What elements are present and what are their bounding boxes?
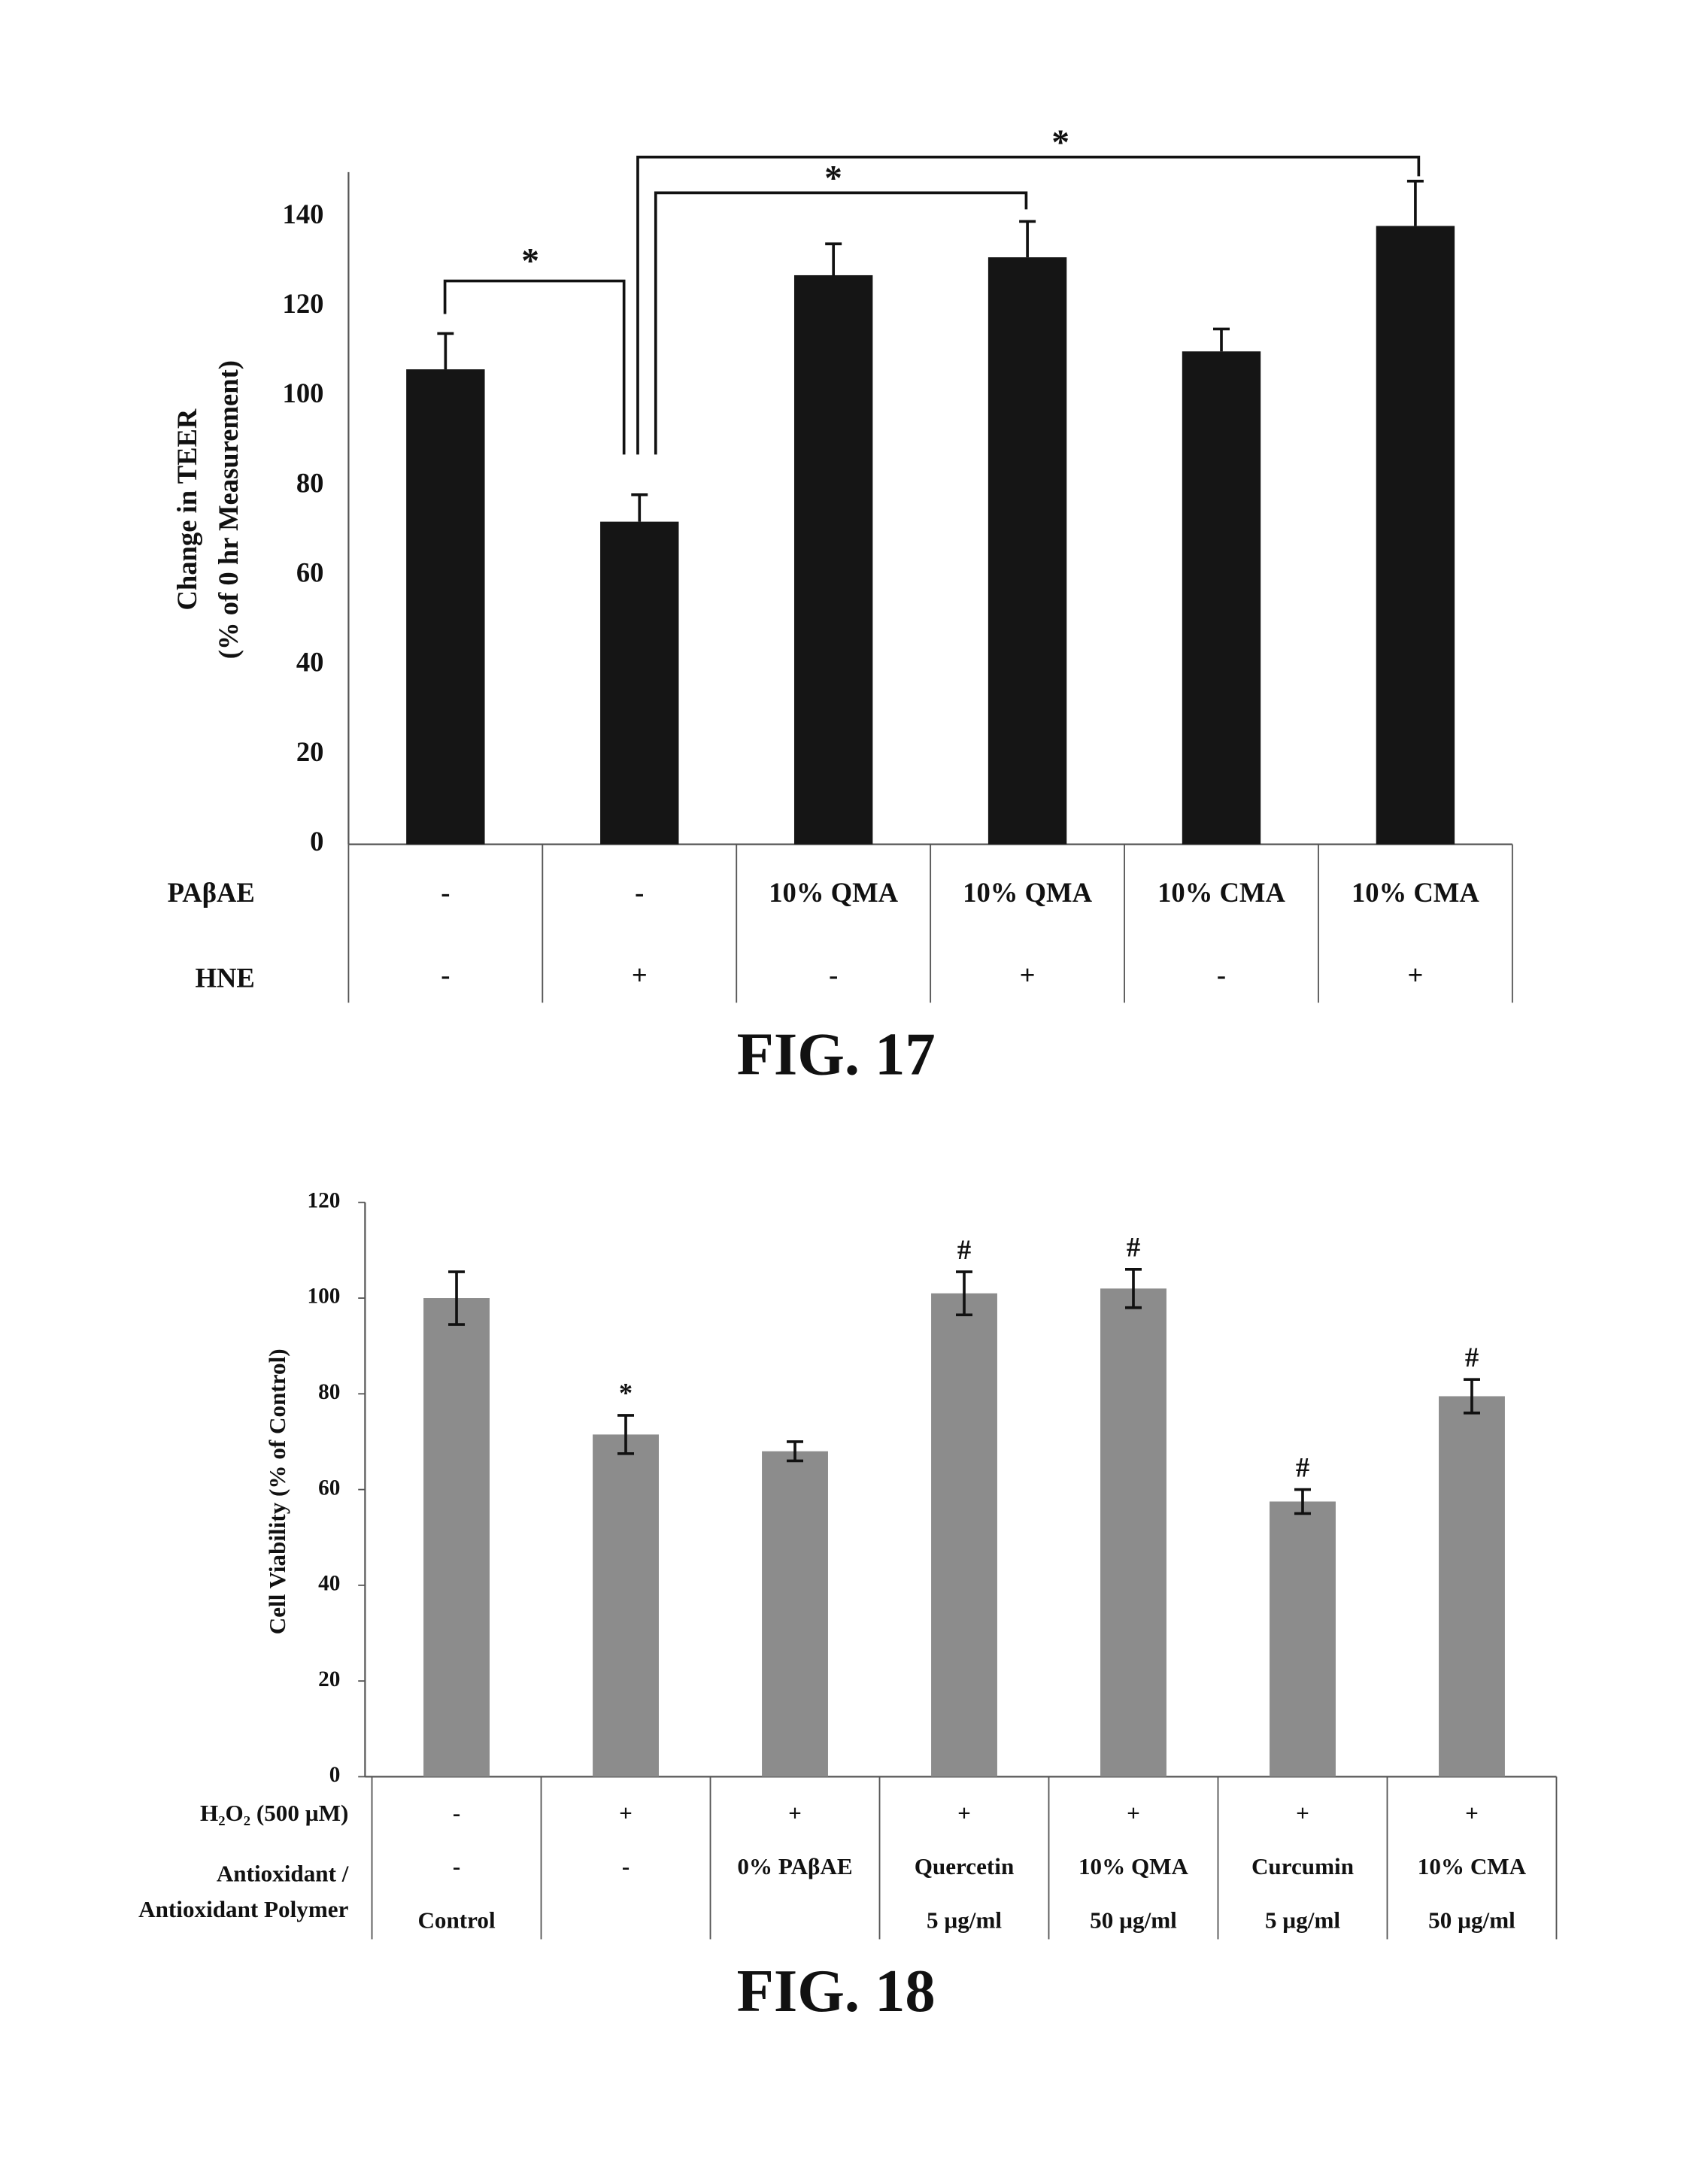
bar (1439, 1396, 1505, 1776)
category-label: 50 µg/ml (1090, 1907, 1177, 1934)
category-label: + (1407, 960, 1423, 990)
category-label: + (957, 1800, 971, 1826)
category-label: 10% CMA (1157, 877, 1285, 908)
category-label: Curcumin (1251, 1853, 1354, 1879)
error-bar (1213, 329, 1230, 351)
bar (1376, 226, 1455, 844)
category-label: - (453, 1800, 460, 1826)
y-tick-label: 80 (296, 467, 324, 498)
y-tick-label: 0 (310, 826, 323, 857)
bar (423, 1298, 490, 1776)
category-label: Quercetin (915, 1853, 1015, 1879)
y-tick-label: 100 (283, 378, 324, 408)
error-bar (631, 495, 648, 522)
bar (593, 1434, 659, 1776)
y-tick-label: 140 (283, 199, 324, 229)
category-label: - (1217, 960, 1226, 990)
y-tick-label: 120 (307, 1188, 340, 1212)
category-label: - (441, 960, 450, 990)
figure-caption: FIG. 18 (737, 1958, 936, 2025)
category-label: + (632, 960, 648, 990)
y-tick-label: 40 (318, 1572, 340, 1596)
significance-marker: * (1051, 123, 1069, 162)
row-label: PAβAE (168, 877, 255, 908)
bar (794, 275, 872, 845)
category-label: - (635, 877, 644, 908)
category-label: - (829, 960, 838, 990)
y-tick-label: 80 (318, 1380, 340, 1404)
category-label: + (619, 1800, 633, 1826)
significance-marker: * (619, 1378, 633, 1409)
significance-marker: * (521, 242, 539, 281)
y-tick-label: 40 (296, 647, 324, 678)
category-label: Control (417, 1907, 496, 1934)
significance-marker: # (1127, 1232, 1140, 1263)
category-label: 10% QMA (963, 877, 1092, 908)
y-tick-label: 120 (283, 288, 324, 319)
bar (762, 1452, 828, 1777)
category-label: - (622, 1853, 630, 1879)
category-label: - (441, 877, 450, 908)
row-label: HNE (196, 962, 255, 993)
bar (931, 1294, 997, 1777)
category-label: + (1296, 1800, 1309, 1826)
category-label: - (453, 1853, 460, 1879)
bar (1270, 1501, 1336, 1776)
y-axis-label: Cell Viability (% of Control) (264, 1348, 290, 1634)
figure-caption: FIG. 17 (737, 1021, 936, 1088)
significance-marker: # (957, 1234, 971, 1265)
y-axis-label: (% of 0 hr Measurement) (213, 360, 244, 659)
category-label: + (788, 1800, 802, 1826)
y-tick-label: 60 (318, 1476, 340, 1500)
category-label: 10% QMA (1078, 1853, 1189, 1879)
error-bar (1019, 221, 1036, 257)
significance-marker: * (824, 159, 842, 199)
y-tick-label: 100 (307, 1285, 340, 1309)
bar (988, 257, 1066, 844)
bar (1182, 351, 1261, 844)
significance-marker: # (1465, 1342, 1479, 1373)
category-label: 0% PAβAE (737, 1853, 852, 1879)
error-bar (1407, 181, 1424, 226)
row-label: Antioxidant Polymer (138, 1896, 348, 1922)
bar (1100, 1288, 1166, 1776)
category-label: + (1020, 960, 1036, 990)
category-label: + (1127, 1800, 1140, 1826)
y-tick-label: 20 (318, 1667, 340, 1691)
category-label: 5 µg/ml (1265, 1907, 1340, 1934)
category-label: 10% CMA (1418, 1853, 1527, 1879)
category-label: 10% QMA (769, 877, 898, 908)
category-label: 50 µg/ml (1428, 1907, 1515, 1934)
y-tick-label: 60 (296, 557, 324, 588)
error-bar (437, 333, 454, 369)
y-axis-label: Change in TEER (171, 408, 202, 610)
bar (406, 369, 484, 845)
significance-marker: # (1296, 1452, 1309, 1482)
y-tick-label: 0 (329, 1763, 341, 1787)
bar (600, 522, 678, 845)
category-label: + (1465, 1800, 1479, 1826)
error-bar (825, 244, 842, 275)
row-label: H₂O₂ (500 µM) (200, 1800, 348, 1826)
row-label: Antioxidant / (217, 1860, 349, 1886)
category-label: 5 µg/ml (927, 1907, 1002, 1934)
category-label: 10% CMA (1352, 877, 1479, 908)
y-tick-label: 20 (296, 736, 324, 767)
